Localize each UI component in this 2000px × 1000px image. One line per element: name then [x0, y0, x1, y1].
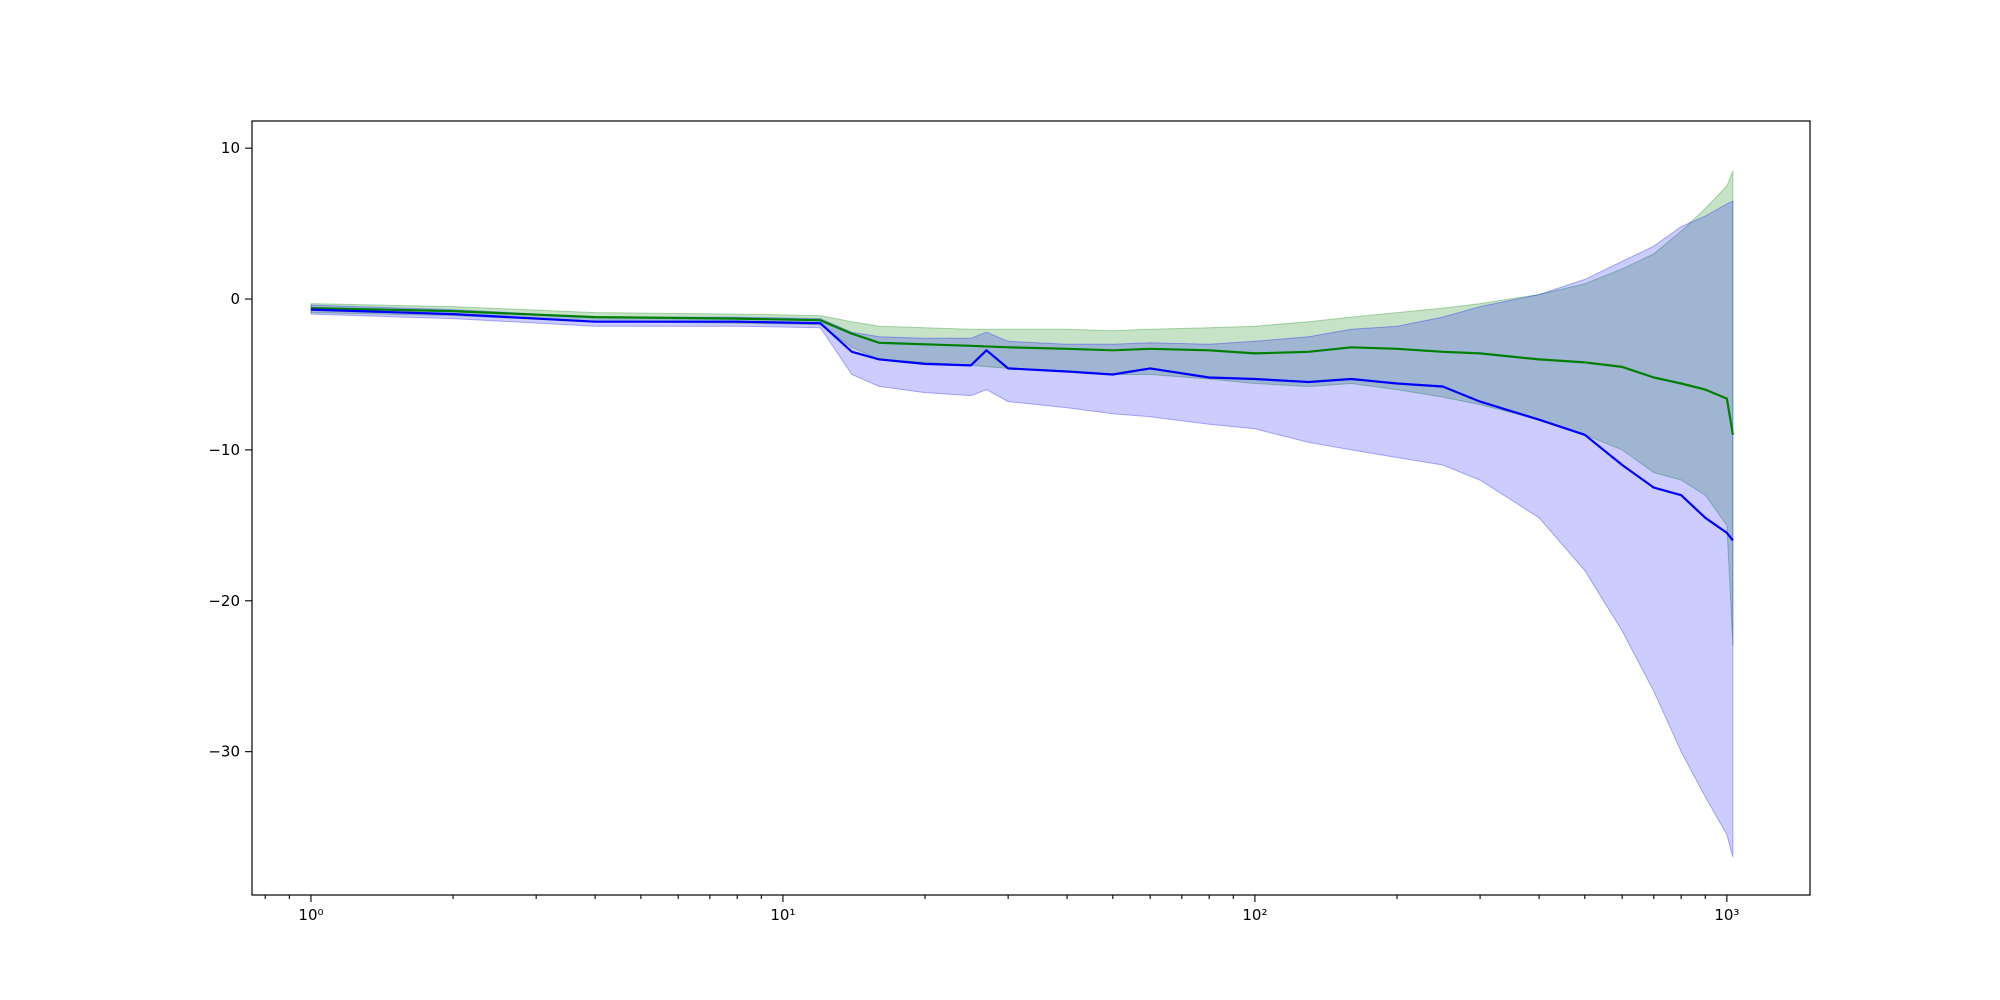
y-tick-label: −10 — [208, 441, 240, 459]
y-tick-label: −20 — [208, 592, 240, 610]
x-tick-label: 10² — [1242, 906, 1267, 924]
plot-area-frame — [251, 120, 1811, 896]
x-axis: 10⁰ 10¹ 10² 10³ — [264, 895, 1739, 924]
band-series-2 — [310, 200, 1734, 858]
x-tick-label: 10³ — [1714, 906, 1739, 924]
y-tick-label: 0 — [230, 290, 240, 308]
line-series-2 — [310, 308, 1734, 542]
y-axis: 10 0 −10 −20 −30 — [208, 139, 252, 761]
y-tick-label: −30 — [208, 743, 240, 761]
x-tick-label: 10⁰ — [298, 906, 323, 924]
series-lines — [310, 307, 1734, 542]
confidence-bands — [310, 170, 1734, 858]
line-series-1 — [310, 307, 1734, 435]
band-series-1 — [310, 170, 1734, 647]
y-tick-label: 10 — [221, 139, 240, 157]
x-tick-label: 10¹ — [770, 906, 795, 924]
